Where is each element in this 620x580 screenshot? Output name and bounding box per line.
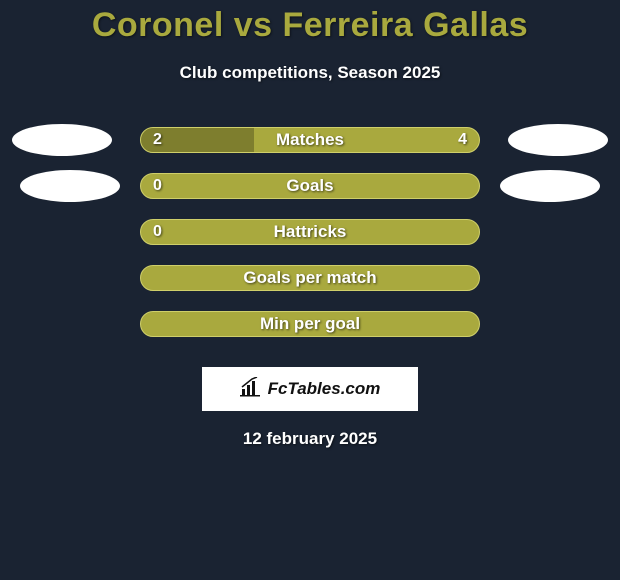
- player-right-badge: [508, 124, 608, 156]
- bar-track: 0 Hattricks: [140, 219, 480, 245]
- bar-track: Goals per match: [140, 265, 480, 291]
- bar-label: Hattricks: [141, 220, 479, 244]
- date-text: 12 february 2025: [0, 429, 620, 449]
- bar-label: Goals: [141, 174, 479, 198]
- bar-right-value: 4: [458, 128, 467, 152]
- bar-label: Goals per match: [141, 266, 479, 290]
- player-left-badge: [12, 124, 112, 156]
- row-matches: 2 Matches 4: [0, 119, 620, 165]
- bar-track: 0 Goals: [140, 173, 480, 199]
- row-goals: 0 Goals: [0, 165, 620, 211]
- bar-track: 2 Matches 4: [140, 127, 480, 153]
- comparison-rows: 2 Matches 4 0 Goals 0 Hattricks Goals pe…: [0, 119, 620, 349]
- logo-text: FcTables.com: [268, 379, 381, 399]
- player-left-badge: [20, 170, 120, 202]
- bar-label: Min per goal: [141, 312, 479, 336]
- logo-box: FcTables.com: [202, 367, 418, 411]
- row-hattricks: 0 Hattricks: [0, 211, 620, 257]
- page-title: Coronel vs Ferreira Gallas: [0, 0, 620, 45]
- bar-track: Min per goal: [140, 311, 480, 337]
- row-goals-per-match: Goals per match: [0, 257, 620, 303]
- subtitle: Club competitions, Season 2025: [0, 63, 620, 83]
- bar-label: Matches: [141, 128, 479, 152]
- row-min-per-goal: Min per goal: [0, 303, 620, 349]
- chart-icon: [240, 377, 262, 402]
- player-right-badge: [500, 170, 600, 202]
